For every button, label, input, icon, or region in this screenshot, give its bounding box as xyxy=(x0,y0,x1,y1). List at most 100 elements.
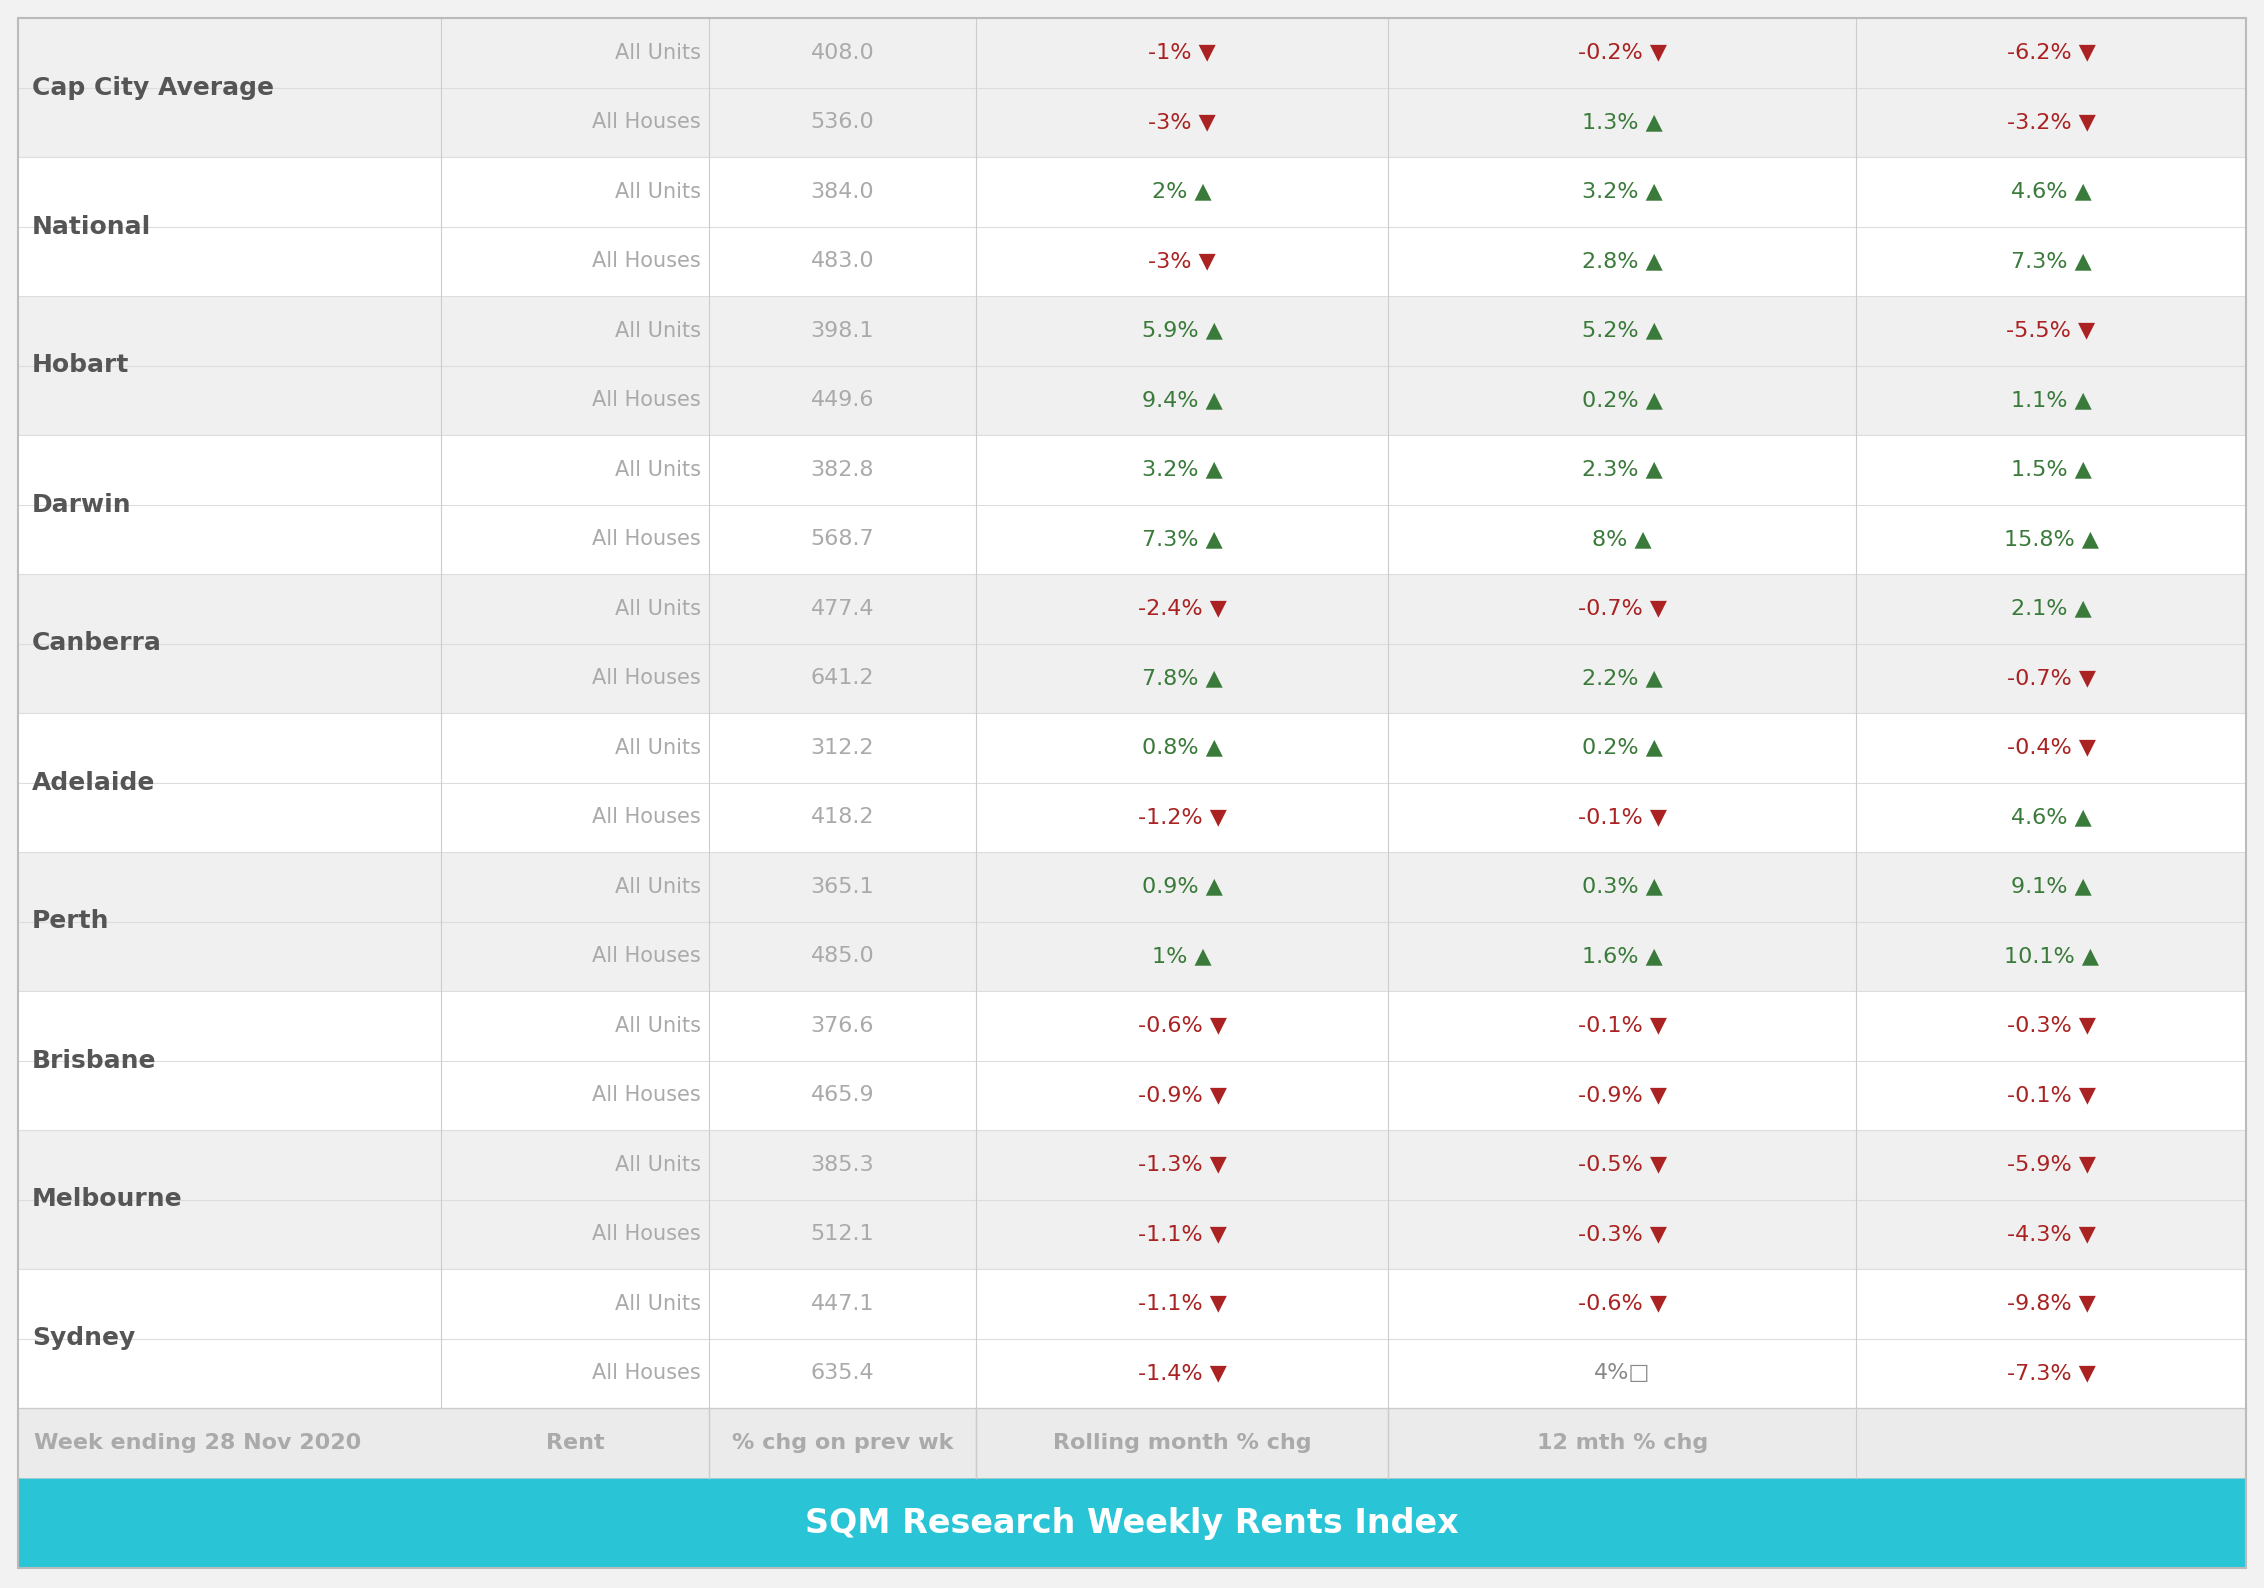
Text: 0.3% ▲: 0.3% ▲ xyxy=(1583,877,1662,897)
Text: -1.1% ▼: -1.1% ▼ xyxy=(1139,1294,1227,1313)
Text: -0.3% ▼: -0.3% ▼ xyxy=(2006,1016,2096,1035)
Text: -0.3% ▼: -0.3% ▼ xyxy=(1578,1224,1666,1245)
Text: -0.1% ▼: -0.1% ▼ xyxy=(1578,807,1666,827)
Text: -1% ▼: -1% ▼ xyxy=(1148,43,1216,64)
Text: -3% ▼: -3% ▼ xyxy=(1148,251,1216,272)
Text: Rolling month % chg: Rolling month % chg xyxy=(1053,1432,1311,1453)
Text: All Units: All Units xyxy=(616,1016,700,1035)
Text: Melbourne: Melbourne xyxy=(32,1188,183,1212)
Text: 641.2: 641.2 xyxy=(811,669,874,688)
Bar xyxy=(18,1339,2246,1409)
Text: -1.4% ▼: -1.4% ▼ xyxy=(1139,1363,1227,1383)
Bar xyxy=(18,853,2246,921)
Text: National: National xyxy=(32,214,152,238)
Text: 1.5% ▲: 1.5% ▲ xyxy=(2010,461,2092,480)
Text: 0.2% ▲: 0.2% ▲ xyxy=(1583,738,1662,757)
Text: Week ending 28 Nov 2020: Week ending 28 Nov 2020 xyxy=(34,1432,362,1453)
Bar xyxy=(18,1409,2246,1478)
Text: All Units: All Units xyxy=(616,738,700,757)
Text: 312.2: 312.2 xyxy=(811,738,874,757)
Text: All Houses: All Houses xyxy=(591,1224,700,1245)
Text: SQM Research Weekly Rents Index: SQM Research Weekly Rents Index xyxy=(806,1507,1458,1539)
Text: All Units: All Units xyxy=(616,1154,700,1175)
Bar xyxy=(18,921,2246,991)
Text: 5.2% ▲: 5.2% ▲ xyxy=(1583,321,1662,341)
Text: All Houses: All Houses xyxy=(591,946,700,966)
Text: 365.1: 365.1 xyxy=(811,877,874,897)
Text: 4.6% ▲: 4.6% ▲ xyxy=(2010,807,2092,827)
Text: All Houses: All Houses xyxy=(591,251,700,272)
Text: 382.8: 382.8 xyxy=(811,461,874,480)
Text: Rent: Rent xyxy=(546,1432,604,1453)
Text: 376.6: 376.6 xyxy=(811,1016,874,1035)
Text: 1% ▲: 1% ▲ xyxy=(1152,946,1211,966)
Text: 2.1% ▲: 2.1% ▲ xyxy=(2010,599,2092,619)
Text: 477.4: 477.4 xyxy=(811,599,874,619)
Text: Cap City Average: Cap City Average xyxy=(32,76,274,100)
Text: 2.2% ▲: 2.2% ▲ xyxy=(1583,669,1662,688)
Text: All Houses: All Houses xyxy=(591,807,700,827)
Text: -0.1% ▼: -0.1% ▼ xyxy=(2006,1085,2096,1105)
Text: All Units: All Units xyxy=(616,599,700,619)
Text: All Houses: All Houses xyxy=(591,1085,700,1105)
Text: -0.7% ▼: -0.7% ▼ xyxy=(1578,599,1666,619)
Text: 7.3% ▲: 7.3% ▲ xyxy=(2010,251,2092,272)
Text: 0.9% ▲: 0.9% ▲ xyxy=(1141,877,1223,897)
Text: 485.0: 485.0 xyxy=(811,946,874,966)
Text: -1.3% ▼: -1.3% ▼ xyxy=(1139,1154,1227,1175)
Text: All Units: All Units xyxy=(616,321,700,341)
Text: 8% ▲: 8% ▲ xyxy=(1592,529,1653,549)
Text: -0.1% ▼: -0.1% ▼ xyxy=(1578,1016,1666,1035)
Text: All Units: All Units xyxy=(616,181,700,202)
Text: 568.7: 568.7 xyxy=(811,529,874,549)
Bar xyxy=(18,157,2246,227)
Bar xyxy=(18,1478,2246,1567)
Text: All Units: All Units xyxy=(616,43,700,64)
Text: 635.4: 635.4 xyxy=(811,1363,874,1383)
Text: 10.1% ▲: 10.1% ▲ xyxy=(2004,946,2099,966)
Text: All Units: All Units xyxy=(616,461,700,480)
Text: 5.9% ▲: 5.9% ▲ xyxy=(1141,321,1223,341)
Bar xyxy=(18,991,2246,1061)
Text: 0.8% ▲: 0.8% ▲ xyxy=(1141,738,1223,757)
Text: -6.2% ▼: -6.2% ▼ xyxy=(2006,43,2096,64)
Text: All Units: All Units xyxy=(616,877,700,897)
Text: All Houses: All Houses xyxy=(591,391,700,410)
Text: 512.1: 512.1 xyxy=(811,1224,874,1245)
Bar xyxy=(18,573,2246,643)
Text: 3.2% ▲: 3.2% ▲ xyxy=(1583,181,1662,202)
Text: -3% ▼: -3% ▼ xyxy=(1148,113,1216,132)
Text: -0.7% ▼: -0.7% ▼ xyxy=(2006,669,2096,688)
Text: 384.0: 384.0 xyxy=(811,181,874,202)
Text: -4.3% ▼: -4.3% ▼ xyxy=(2006,1224,2096,1245)
Text: Brisbane: Brisbane xyxy=(32,1048,156,1072)
Text: 2.3% ▲: 2.3% ▲ xyxy=(1583,461,1662,480)
Text: 2% ▲: 2% ▲ xyxy=(1152,181,1211,202)
Bar xyxy=(18,435,2246,505)
Text: Darwin: Darwin xyxy=(32,492,131,516)
Text: 4%□: 4%□ xyxy=(1594,1363,1650,1383)
Text: -0.9% ▼: -0.9% ▼ xyxy=(1578,1085,1666,1105)
Bar xyxy=(18,713,2246,783)
Text: Adelaide: Adelaide xyxy=(32,770,156,794)
Text: -1.1% ▼: -1.1% ▼ xyxy=(1139,1224,1227,1245)
Bar xyxy=(18,1269,2246,1339)
Bar xyxy=(18,227,2246,295)
Bar xyxy=(18,17,2246,87)
Text: 447.1: 447.1 xyxy=(811,1294,874,1313)
Text: Hobart: Hobart xyxy=(32,354,129,378)
Text: 536.0: 536.0 xyxy=(811,113,874,132)
Text: All Units: All Units xyxy=(616,1294,700,1313)
Text: -3.2% ▼: -3.2% ▼ xyxy=(2006,113,2096,132)
Text: Sydney: Sydney xyxy=(32,1326,136,1350)
Text: 12 mth % chg: 12 mth % chg xyxy=(1537,1432,1707,1453)
Bar xyxy=(18,505,2246,573)
Text: -0.4% ▼: -0.4% ▼ xyxy=(2006,738,2096,757)
Text: 385.3: 385.3 xyxy=(811,1154,874,1175)
Text: -5.9% ▼: -5.9% ▼ xyxy=(2006,1154,2096,1175)
Bar xyxy=(18,295,2246,365)
Text: 1.6% ▲: 1.6% ▲ xyxy=(1583,946,1662,966)
Text: 9.4% ▲: 9.4% ▲ xyxy=(1141,391,1223,410)
Text: All Houses: All Houses xyxy=(591,1363,700,1383)
Text: 1.1% ▲: 1.1% ▲ xyxy=(2010,391,2092,410)
